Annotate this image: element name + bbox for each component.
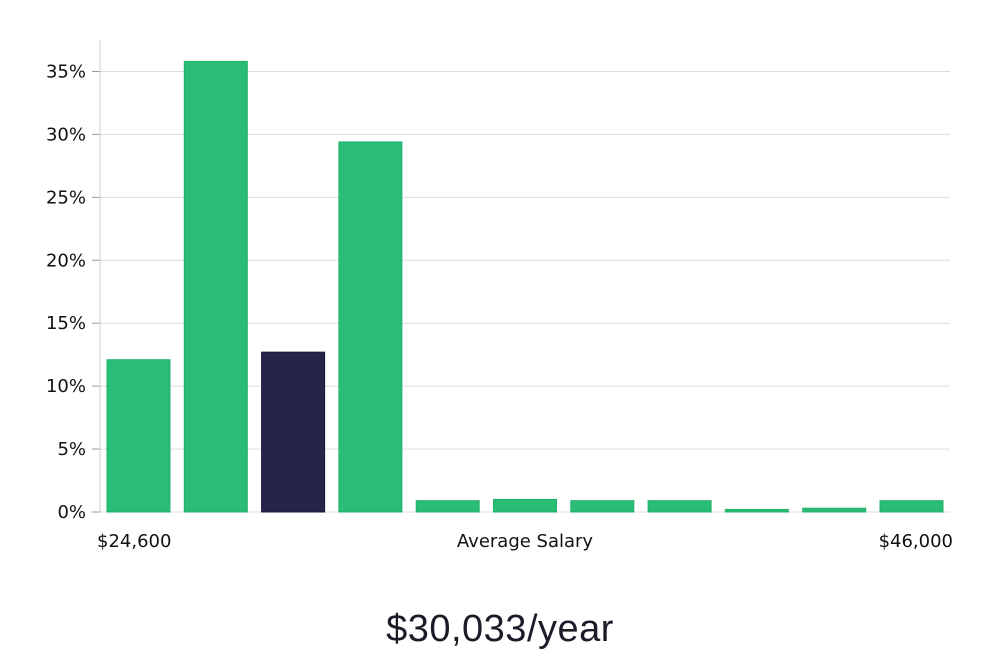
bar <box>647 500 712 513</box>
bar <box>415 500 480 513</box>
y-axis-ticks: 0% 5% 10% 15% 20% 25% 30% 35% <box>46 61 100 523</box>
bar <box>879 500 944 513</box>
bar <box>493 498 557 513</box>
salary-histogram: 0% 5% 10% 15% 20% 25% 30% 35% $24,600 Average S… <box>46 40 953 552</box>
bar <box>183 60 248 513</box>
y-tick-label: 0% <box>57 502 86 523</box>
bar <box>802 507 867 513</box>
x-axis-title: Average Salary <box>457 531 594 552</box>
bar <box>338 141 403 513</box>
bar <box>106 359 171 513</box>
x-max-label: $46,000 <box>879 531 953 552</box>
y-tick-label: 5% <box>57 439 86 460</box>
y-tick-label: 20% <box>46 250 86 271</box>
y-tick-label: 25% <box>46 187 86 208</box>
y-tick-label: 35% <box>46 61 86 82</box>
bar <box>724 508 789 513</box>
y-tick-label: 10% <box>46 376 86 397</box>
bar <box>570 500 635 513</box>
bars <box>106 60 944 513</box>
y-tick-label: 30% <box>46 124 86 145</box>
x-min-label: $24,600 <box>97 531 171 552</box>
y-tick-label: 15% <box>46 313 86 334</box>
average-salary-value: $30,033/year <box>386 608 614 650</box>
bar-highlighted <box>261 351 326 513</box>
